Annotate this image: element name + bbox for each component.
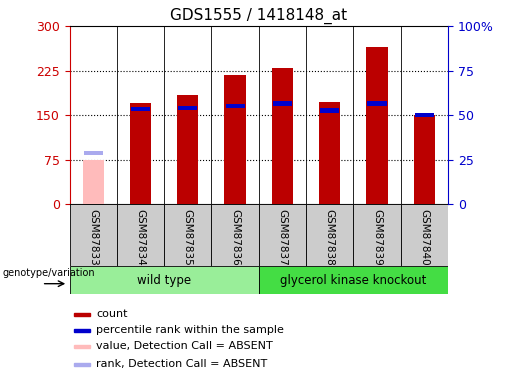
- Bar: [401, 204, 448, 266]
- Text: GSM87833: GSM87833: [88, 209, 98, 266]
- Bar: [353, 204, 401, 266]
- Text: percentile rank within the sample: percentile rank within the sample: [96, 326, 284, 335]
- Text: wild type: wild type: [137, 274, 191, 287]
- Bar: [259, 204, 306, 266]
- Bar: [306, 204, 353, 266]
- Bar: [212, 204, 259, 266]
- Bar: [70, 266, 259, 294]
- Text: GSM87835: GSM87835: [183, 209, 193, 266]
- Text: value, Detection Call = ABSENT: value, Detection Call = ABSENT: [96, 341, 273, 351]
- Bar: [272, 68, 293, 204]
- Text: GSM87838: GSM87838: [325, 209, 335, 266]
- Bar: [164, 204, 212, 266]
- Bar: [74, 345, 90, 348]
- Bar: [130, 104, 151, 204]
- Bar: [70, 204, 117, 266]
- Text: rank, Detection Call = ABSENT: rank, Detection Call = ABSENT: [96, 359, 267, 369]
- Bar: [225, 75, 246, 204]
- Bar: [83, 151, 103, 154]
- Text: glycerol kinase knockout: glycerol kinase knockout: [280, 274, 426, 287]
- Bar: [320, 108, 339, 112]
- Bar: [117, 204, 164, 266]
- Text: GSM87836: GSM87836: [230, 209, 240, 266]
- Bar: [259, 266, 448, 294]
- Text: count: count: [96, 309, 128, 320]
- Bar: [131, 107, 150, 111]
- Text: GSM87834: GSM87834: [135, 209, 146, 266]
- Bar: [273, 101, 292, 105]
- Bar: [415, 113, 434, 117]
- Text: GSM87839: GSM87839: [372, 209, 382, 266]
- Title: GDS1555 / 1418148_at: GDS1555 / 1418148_at: [170, 7, 347, 24]
- Text: GSM87837: GSM87837: [278, 209, 287, 266]
- Bar: [319, 102, 340, 204]
- Bar: [414, 116, 435, 204]
- Bar: [82, 160, 104, 204]
- Bar: [367, 47, 388, 204]
- Bar: [177, 94, 198, 204]
- Text: GSM87840: GSM87840: [419, 209, 430, 266]
- Bar: [74, 313, 90, 316]
- Bar: [74, 329, 90, 332]
- Bar: [226, 104, 245, 108]
- Bar: [368, 101, 387, 105]
- Bar: [74, 363, 90, 366]
- Text: genotype/variation: genotype/variation: [3, 268, 95, 278]
- Bar: [178, 106, 197, 110]
